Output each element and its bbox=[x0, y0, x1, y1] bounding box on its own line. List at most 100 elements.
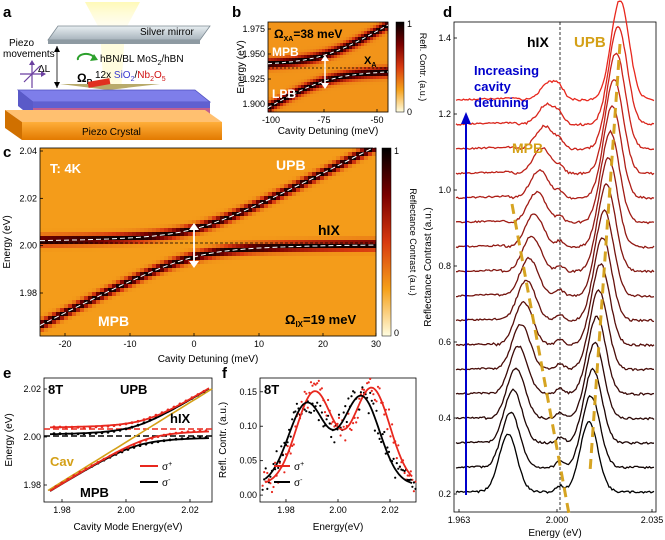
heatmap-cell bbox=[112, 252, 117, 257]
heatmap-cell bbox=[116, 248, 121, 253]
heatmap-cell bbox=[324, 200, 329, 205]
heatmap-cell bbox=[308, 316, 313, 321]
heatmap-cell bbox=[248, 292, 253, 297]
heatmap-cell bbox=[325, 88, 329, 92]
heatmap-cell bbox=[274, 28, 278, 32]
heatmap-cell bbox=[379, 79, 383, 83]
heatmap-cell bbox=[148, 240, 153, 245]
panel-b-lpb-label: LPB bbox=[272, 87, 296, 101]
heatmap-cell bbox=[132, 196, 137, 201]
heatmap-cell bbox=[344, 184, 349, 189]
heatmap-cell bbox=[48, 264, 53, 269]
heatmap-cell bbox=[220, 324, 225, 329]
heatmap-cell bbox=[292, 224, 297, 229]
heatmap-cell bbox=[72, 252, 77, 257]
heatmap-cell bbox=[328, 224, 333, 229]
heatmap-cell bbox=[240, 320, 245, 325]
heatmap-cell bbox=[292, 79, 296, 83]
heatmap-cell bbox=[337, 55, 341, 59]
heatmap-cell bbox=[92, 256, 97, 261]
heatmap-cell bbox=[240, 236, 245, 241]
heatmap-cell bbox=[88, 228, 93, 233]
heatmap-cell bbox=[324, 152, 329, 157]
heatmap-cell bbox=[296, 176, 301, 181]
heatmap-cell bbox=[328, 184, 333, 189]
heatmap-cell bbox=[132, 184, 137, 189]
heatmap-cell bbox=[168, 288, 173, 293]
heatmap-cell bbox=[370, 40, 374, 44]
heatmap-cell bbox=[172, 288, 177, 293]
heatmap-cell bbox=[100, 208, 105, 213]
heatmap-cell bbox=[280, 100, 284, 104]
heatmap-cell bbox=[108, 324, 113, 329]
heatmap-cell bbox=[373, 46, 377, 50]
heatmap-cell bbox=[334, 64, 338, 68]
heatmap-cell bbox=[88, 308, 93, 313]
heatmap-cell bbox=[56, 316, 61, 321]
heatmap-cell bbox=[292, 284, 297, 289]
heatmap-cell bbox=[316, 148, 321, 153]
heatmap-cell bbox=[268, 192, 273, 197]
heatmap-cell bbox=[355, 88, 359, 92]
heatmap-cell bbox=[76, 284, 81, 289]
heatmap-cell bbox=[228, 156, 233, 161]
heatmap-cell bbox=[301, 106, 305, 110]
panel-b-rabi-arrow-up bbox=[321, 55, 329, 61]
heatmap-cell bbox=[248, 272, 253, 277]
heatmap-cell bbox=[180, 308, 185, 313]
heatmap-cell bbox=[132, 276, 137, 281]
heatmap-cell bbox=[280, 220, 285, 225]
heatmap-cell bbox=[284, 272, 289, 277]
heatmap-cell bbox=[80, 280, 85, 285]
heatmap-cell bbox=[56, 260, 61, 265]
heatmap-cell bbox=[236, 300, 241, 305]
heatmap-cell bbox=[260, 160, 265, 165]
heatmap-cell bbox=[152, 276, 157, 281]
heatmap-cell bbox=[180, 188, 185, 193]
heatmap-cell bbox=[304, 212, 309, 217]
heatmap-cell bbox=[232, 196, 237, 201]
heatmap-cell bbox=[301, 34, 305, 38]
heatmap-cell bbox=[224, 300, 229, 305]
heatmap-cell bbox=[56, 256, 61, 261]
heatmap-cell bbox=[328, 328, 333, 333]
heatmap-cell bbox=[204, 168, 209, 173]
heatmap-cell bbox=[336, 280, 341, 285]
heatmap-cell bbox=[116, 304, 121, 309]
heatmap-cell bbox=[148, 168, 153, 173]
heatmap-cell bbox=[382, 79, 386, 83]
heatmap-cell bbox=[124, 252, 129, 257]
heatmap-cell bbox=[301, 67, 305, 71]
heatmap-cell bbox=[104, 160, 109, 165]
heatmap-cell bbox=[352, 228, 357, 233]
heatmap-cell bbox=[286, 52, 290, 56]
heatmap-cell bbox=[132, 156, 137, 161]
heatmap-cell bbox=[292, 280, 297, 285]
heatmap-cell bbox=[322, 46, 326, 50]
heatmap-cell bbox=[92, 240, 97, 245]
panel-label-f: f bbox=[222, 365, 228, 382]
heatmap-cell bbox=[248, 184, 253, 189]
heatmap-cell bbox=[268, 160, 273, 165]
heatmap-cell bbox=[124, 212, 129, 217]
heatmap-cell bbox=[348, 320, 353, 325]
heatmap-cell bbox=[268, 284, 273, 289]
heatmap-cell bbox=[40, 164, 45, 169]
heatmap-cell bbox=[348, 256, 353, 261]
heatmap-cell bbox=[168, 204, 173, 209]
heatmap-cell bbox=[328, 88, 332, 92]
heatmap-cell bbox=[332, 240, 337, 245]
heatmap-cell bbox=[307, 49, 311, 53]
heatmap-cell bbox=[56, 240, 61, 245]
heatmap-cell bbox=[348, 236, 353, 241]
heatmap-cell bbox=[334, 79, 338, 83]
heatmap-cell bbox=[92, 216, 97, 221]
heatmap-cell bbox=[132, 284, 137, 289]
heatmap-cell bbox=[268, 152, 273, 157]
heatmap-cell bbox=[248, 320, 253, 325]
heatmap-cell bbox=[140, 312, 145, 317]
heatmap-cell bbox=[352, 272, 357, 277]
heatmap-cell bbox=[136, 240, 141, 245]
heatmap-cell bbox=[271, 97, 275, 101]
heatmap-cell bbox=[252, 328, 257, 333]
